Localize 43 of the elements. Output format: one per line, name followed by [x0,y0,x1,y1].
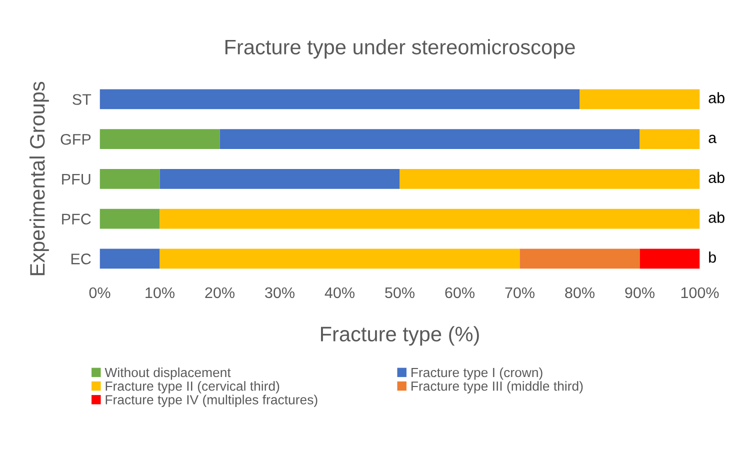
bar [400,168,700,189]
bar [100,89,580,110]
legend-label: Fracture type III (middle third) [412,381,583,394]
bar [100,208,160,229]
text: ab [708,92,724,104]
x-tick-label: 100% [681,287,719,298]
bar [100,168,160,189]
text: ab [708,172,724,184]
y-tick-label: GFP [60,134,91,145]
legend-label: Fracture type IV (multiples fractures) [106,394,318,408]
legend-label: Fracture type I (crown) [412,367,542,380]
x-tick-label: 70% [505,287,534,298]
text: b [709,252,716,263]
y-tick-label: ST [72,94,92,105]
bar [100,129,220,150]
bar [640,248,700,269]
bar [220,129,640,150]
y-tick-label: PFU [62,174,90,185]
x-tick-label: 20% [205,287,234,298]
x-tick-label: 50% [385,287,414,298]
text: ab [708,212,724,223]
y-axis-title: Experimental Groups [29,82,49,276]
bar [100,248,160,269]
x-tick-label: 30% [265,287,294,298]
x-tick-label: 80% [565,287,594,298]
x-axis-title: Fracture type (%) [321,326,479,346]
x-tick-label: 90% [625,287,654,298]
bar [580,89,700,110]
x-tick-label: 40% [324,287,354,298]
bar [160,168,400,189]
x-tick-label: 0% [89,287,110,298]
y-tick-label: PFC [62,214,91,224]
bar [640,129,700,150]
y-tick-label: EC [71,254,91,264]
legend-label: Without displacement [104,367,231,380]
text: a [708,134,717,144]
bar [520,248,640,269]
bar [160,248,520,269]
x-tick-label: 60% [445,287,474,298]
chart-title: Fracture type under stereomicroscope [225,39,575,59]
x-tick-label: 10% [146,287,174,298]
bar [160,208,700,229]
legend-label: Fracture type II (cervical third) [106,381,280,394]
